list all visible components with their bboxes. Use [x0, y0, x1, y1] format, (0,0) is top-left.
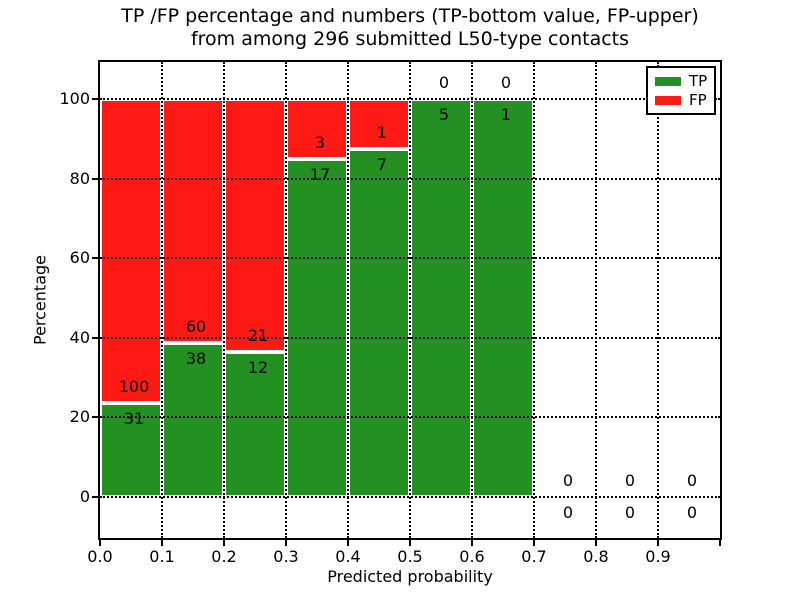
chart-title-line2: from among 296 submitted L50-type contac…	[190, 28, 630, 50]
plot-frame	[98, 60, 722, 540]
fp-count-label: 60	[185, 316, 207, 336]
x-tick-mark	[657, 540, 659, 546]
tp-count-label: 0	[686, 503, 698, 522]
y-tick-label: 20	[69, 407, 90, 427]
legend-entry: TP	[648, 73, 714, 89]
gridline-vertical	[657, 62, 659, 538]
x-tick-mark	[471, 540, 473, 546]
gridline-vertical	[533, 62, 535, 538]
legend-label: TP	[689, 72, 708, 90]
gridline-vertical	[471, 62, 473, 538]
tp-legend-swatch	[655, 76, 681, 86]
gridline-horizontal	[100, 177, 720, 180]
x-tick-label: 0.6	[459, 547, 485, 566]
y-tick-mark	[92, 336, 98, 339]
x-tick-mark	[347, 540, 349, 546]
fp-count-label: 21	[247, 326, 269, 346]
bar-tp-segment	[472, 99, 534, 497]
x-tick-mark	[223, 540, 225, 546]
x-tick-label: 0.1	[149, 547, 175, 566]
tp-count-label: 5	[438, 105, 450, 124]
bar-tp-segment	[100, 402, 162, 497]
bar-tp-segment	[286, 158, 348, 497]
x-axis-label: Predicted probability	[327, 567, 493, 586]
x-tick-label: 0.8	[583, 547, 609, 566]
tp-count-label: 31	[123, 408, 145, 428]
chart-title-line1: TP /FP percentage and numbers (TP-bottom…	[121, 5, 699, 27]
legend-entry: FP	[648, 92, 714, 108]
x-tick-mark	[99, 540, 101, 546]
y-tick-mark	[92, 496, 98, 498]
x-tick-label: 0.3	[273, 547, 299, 566]
x-tick-label: 0.9	[645, 547, 671, 566]
gridline-horizontal	[100, 257, 720, 260]
x-tick-label: 0.0	[87, 547, 113, 566]
gridline-vertical	[223, 62, 225, 538]
chart-title: TP /FP percentage and numbers (TP-bottom…	[20, 5, 800, 51]
fp-count-label: 100	[118, 376, 150, 396]
x-tick-mark	[161, 540, 163, 546]
tp-count-label: 0	[562, 503, 574, 522]
y-tick-label: 100	[59, 89, 90, 108]
y-tick-mark	[92, 98, 98, 100]
legend-label: FP	[689, 91, 707, 109]
y-tick-mark	[92, 416, 98, 419]
bar-fp-segment	[162, 99, 224, 343]
y-tick-mark	[92, 177, 98, 180]
fp-count-label: 3	[314, 132, 326, 152]
x-tick-label: 0.5	[397, 547, 423, 566]
y-tick-mark	[92, 257, 98, 260]
fp-count-label: 1	[376, 122, 388, 142]
bar-tp-segment	[410, 99, 472, 497]
x-tick-mark	[595, 540, 597, 546]
y-tick-label: 60	[69, 248, 90, 268]
tp-count-label: 38	[185, 348, 207, 368]
fp-count-label: 0	[624, 471, 636, 490]
x-tick-label: 0.2	[211, 547, 237, 566]
x-tick-mark	[719, 540, 721, 546]
gridline-vertical	[347, 62, 349, 538]
tp-count-label: 17	[309, 164, 331, 184]
legend: TP FP	[646, 66, 716, 115]
y-tick-label: 0	[79, 487, 90, 506]
fp-count-label: 0	[500, 73, 512, 92]
x-tick-label: 0.4	[335, 547, 361, 566]
tp-count-label: 12	[247, 358, 269, 378]
gridline-vertical	[161, 62, 163, 538]
gridline-horizontal	[100, 98, 720, 100]
gridline-vertical	[595, 62, 597, 538]
plot-area	[100, 62, 720, 538]
bar-tp-segment	[348, 148, 410, 497]
x-tick-mark	[409, 540, 411, 546]
x-tick-label: 0.7	[521, 547, 547, 566]
x-tick-mark	[285, 540, 287, 546]
fp-count-label: 0	[438, 73, 450, 92]
tp-count-label: 7	[376, 154, 388, 174]
tp-count-label: 1	[500, 105, 512, 124]
y-axis-label: Percentage	[30, 254, 50, 346]
x-tick-mark	[533, 540, 535, 546]
bar-tp-segment	[224, 352, 286, 497]
y-tick-label: 40	[69, 327, 90, 347]
y-tick-label: 80	[69, 168, 90, 188]
gridline-horizontal	[100, 496, 720, 498]
gridline-horizontal	[100, 336, 720, 339]
tp-count-label: 0	[624, 503, 636, 522]
bar-fp-segment	[224, 99, 286, 353]
fp-legend-swatch	[655, 95, 681, 105]
fp-count-label: 0	[686, 471, 698, 490]
gridline-horizontal	[100, 416, 720, 419]
gridline-vertical	[285, 62, 287, 538]
bar-fp-segment	[100, 99, 162, 403]
gridline-vertical	[409, 62, 411, 538]
fp-count-label: 0	[562, 471, 574, 490]
